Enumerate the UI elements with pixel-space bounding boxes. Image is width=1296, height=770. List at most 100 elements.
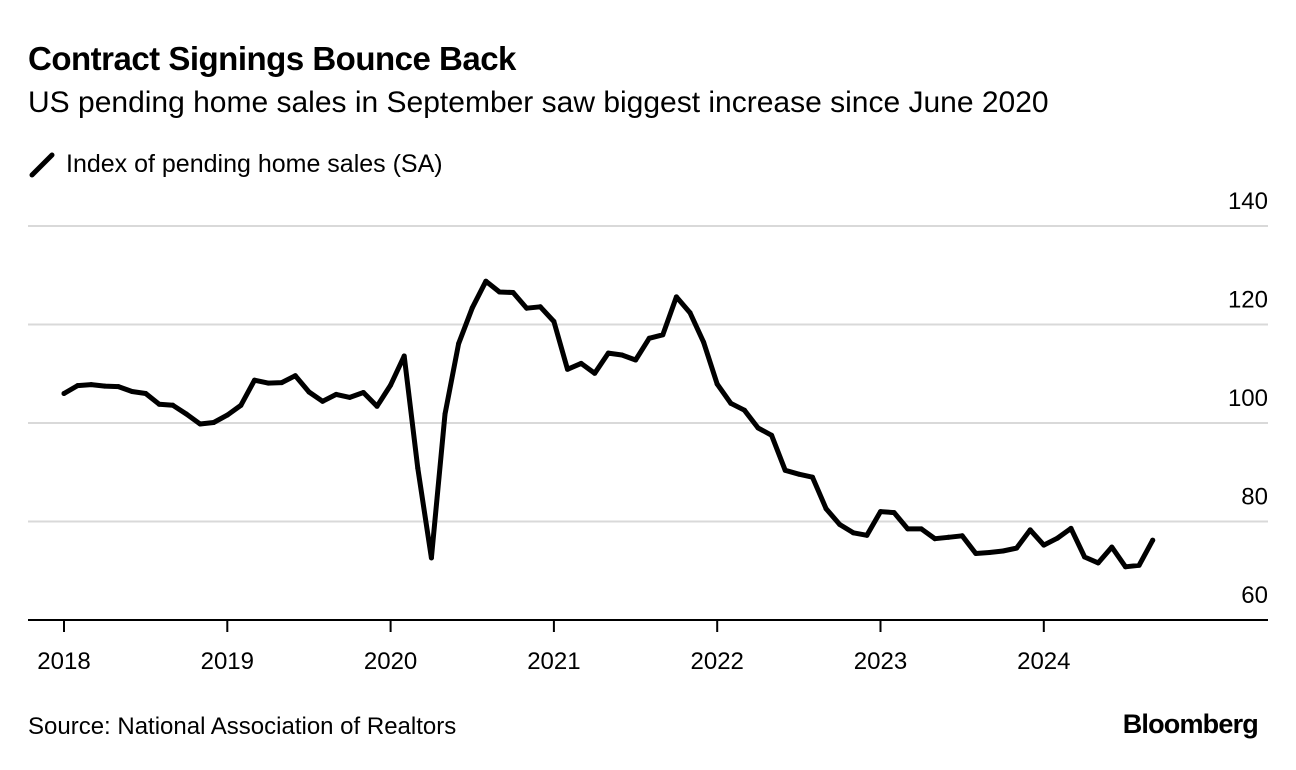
data-point bbox=[946, 534, 951, 540]
data-point bbox=[306, 389, 312, 395]
data-point bbox=[1014, 545, 1020, 551]
data-point bbox=[170, 402, 176, 408]
data-point bbox=[401, 353, 407, 359]
data-point bbox=[374, 403, 380, 409]
data-point bbox=[360, 390, 366, 395]
data-point bbox=[565, 366, 570, 372]
data-point bbox=[115, 384, 121, 390]
data-point bbox=[129, 389, 135, 394]
data-point bbox=[1054, 535, 1060, 541]
data-point bbox=[1027, 527, 1033, 533]
data-point bbox=[905, 526, 911, 532]
data-point bbox=[918, 526, 924, 532]
data-point bbox=[347, 394, 353, 400]
data-point bbox=[320, 398, 326, 404]
data-point bbox=[673, 294, 679, 300]
data-point bbox=[442, 411, 448, 417]
y-tick-label: 120 bbox=[1228, 287, 1268, 314]
data-point bbox=[850, 530, 856, 536]
data-point bbox=[1068, 525, 1074, 531]
x-tick-label: 2018 bbox=[37, 648, 90, 675]
x-tick-label: 2024 bbox=[1017, 648, 1070, 675]
source-note: Source: National Association of Realtors bbox=[28, 713, 457, 740]
data-point bbox=[782, 467, 788, 473]
data-point bbox=[878, 509, 883, 515]
y-tick-label: 60 bbox=[1241, 582, 1268, 609]
data-point bbox=[891, 510, 897, 516]
chart-subtitle: US pending home sales in September saw b… bbox=[28, 86, 1049, 119]
data-point bbox=[687, 310, 693, 316]
data-point bbox=[224, 412, 230, 418]
gridlines bbox=[28, 225, 1268, 523]
x-tick-label: 2023 bbox=[854, 648, 907, 675]
data-point bbox=[483, 278, 489, 284]
data-point bbox=[497, 289, 502, 295]
data-point bbox=[428, 555, 434, 561]
data-point bbox=[605, 350, 611, 356]
data-point bbox=[646, 335, 652, 341]
data-point bbox=[143, 391, 149, 396]
data-point bbox=[252, 377, 257, 383]
data-point bbox=[456, 341, 462, 347]
data-point bbox=[61, 391, 67, 396]
data-point bbox=[102, 383, 108, 389]
data-point bbox=[211, 420, 217, 425]
data-point bbox=[197, 421, 203, 427]
series-layer bbox=[61, 278, 1156, 570]
data-point bbox=[88, 382, 94, 388]
x-tick-label: 2020 bbox=[364, 648, 417, 675]
data-point bbox=[1095, 560, 1101, 566]
data-point bbox=[333, 391, 339, 397]
data-point bbox=[755, 425, 761, 431]
data-point bbox=[932, 536, 938, 542]
data-point bbox=[701, 339, 707, 345]
data-point bbox=[619, 352, 625, 358]
data-point bbox=[823, 506, 829, 512]
data-point bbox=[469, 305, 475, 311]
data-point bbox=[75, 383, 81, 389]
data-point bbox=[973, 551, 979, 556]
data-point bbox=[292, 373, 298, 379]
data-point bbox=[551, 319, 557, 324]
x-tick-label: 2021 bbox=[527, 648, 580, 675]
data-point bbox=[959, 533, 965, 539]
data-point bbox=[578, 360, 584, 366]
data-point bbox=[1150, 537, 1156, 543]
data-point bbox=[156, 401, 162, 407]
data-point bbox=[986, 550, 992, 555]
data-point bbox=[728, 400, 734, 406]
data-point bbox=[1041, 542, 1047, 548]
data-point bbox=[238, 402, 244, 408]
data-point bbox=[864, 532, 870, 538]
bloomberg-logo: Bloomberg bbox=[1122, 709, 1259, 739]
data-point bbox=[524, 305, 530, 311]
data-point bbox=[796, 471, 802, 477]
data-point bbox=[633, 357, 639, 363]
data-point bbox=[1000, 548, 1006, 554]
data-point bbox=[660, 332, 666, 338]
data-point bbox=[592, 370, 598, 376]
data-point bbox=[714, 381, 720, 387]
y-axis-ticks: 60 80 100 120 140 bbox=[1228, 188, 1268, 609]
data-point bbox=[1136, 562, 1142, 568]
data-point bbox=[810, 474, 815, 480]
data-point bbox=[1123, 564, 1128, 570]
data-point bbox=[741, 407, 747, 413]
data-point bbox=[388, 382, 394, 388]
chart-title: Contract Signings Bounce Back bbox=[28, 40, 516, 77]
x-tick-label: 2019 bbox=[201, 648, 254, 675]
data-point bbox=[265, 380, 271, 386]
x-tick-label: 2022 bbox=[691, 648, 744, 675]
legend-label: Index of pending home sales (SA) bbox=[66, 149, 443, 178]
legend-line-icon bbox=[29, 152, 55, 178]
y-tick-label: 140 bbox=[1228, 188, 1268, 215]
data-point bbox=[837, 522, 843, 527]
legend: Index of pending home sales (SA) bbox=[28, 148, 443, 180]
data-point bbox=[769, 432, 775, 438]
data-point bbox=[1109, 544, 1115, 550]
y-tick-label: 100 bbox=[1228, 385, 1268, 412]
data-point bbox=[184, 411, 189, 417]
data-point bbox=[279, 380, 285, 386]
data-point bbox=[1082, 554, 1088, 560]
